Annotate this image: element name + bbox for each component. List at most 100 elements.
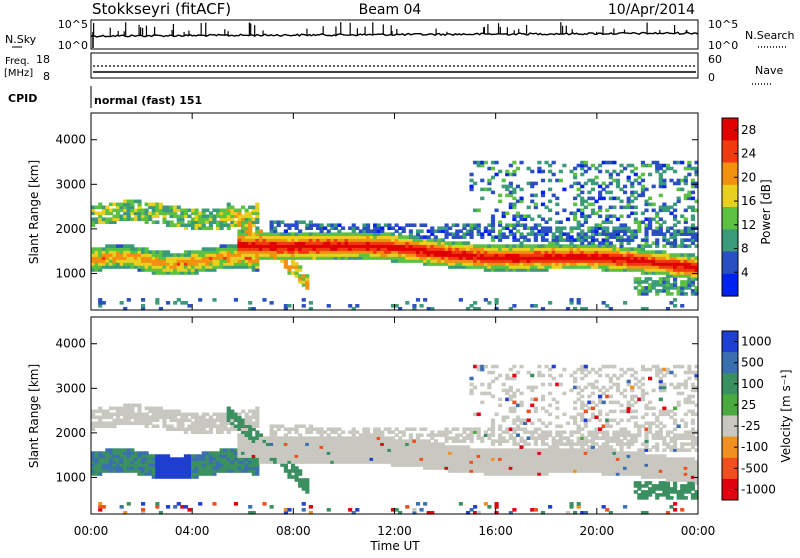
- power-cell: [405, 235, 409, 239]
- power-cell: [270, 301, 274, 305]
- velocity-cell: [562, 442, 566, 446]
- power-cell: [569, 170, 573, 174]
- velocity-cell: [145, 407, 149, 411]
- power-cell: [591, 188, 595, 192]
- power-cell: [684, 217, 688, 221]
- velocity-cell: [541, 421, 545, 425]
- power-cell: [609, 191, 613, 195]
- power-cell: [562, 226, 566, 230]
- velocity-cell: [569, 416, 573, 420]
- power-cell: [466, 229, 470, 233]
- velocity-cell: [105, 448, 109, 452]
- velocity-cell: [395, 427, 399, 431]
- power-cell: [441, 226, 445, 230]
- velocity-cell: [273, 430, 277, 434]
- velocity-cell: [616, 451, 620, 455]
- power-cell: [427, 235, 431, 239]
- power-cell: [109, 217, 113, 221]
- power-cell: [609, 220, 613, 224]
- velocity-cell: [230, 410, 234, 414]
- power-cell: [541, 244, 545, 248]
- power-cell: [516, 220, 520, 224]
- power-cell: [112, 244, 116, 248]
- velocity-cell: [487, 383, 491, 387]
- power-cell: [487, 179, 491, 183]
- velocity-cell: [187, 454, 191, 458]
- power-cell: [652, 241, 656, 245]
- velocity-cell: [91, 451, 95, 455]
- velocity-cell: [494, 448, 498, 452]
- velocity-cell: [569, 502, 573, 506]
- velocity-cell: [594, 427, 598, 431]
- velocity-cell: [395, 508, 399, 512]
- velocity-cell: [534, 508, 538, 512]
- power-cell: [109, 244, 113, 248]
- power-cell: [648, 203, 652, 207]
- power-cell: [662, 164, 666, 168]
- power-cell: [594, 167, 598, 171]
- velocity-cell: [519, 365, 523, 369]
- power-cell: [419, 223, 423, 227]
- velocity-cell: [512, 508, 516, 512]
- power-cell: [473, 209, 477, 213]
- velocity-cell: [569, 430, 573, 434]
- velocity-cell: [569, 439, 573, 443]
- velocity-cell: [494, 365, 498, 369]
- power-cell: [95, 206, 99, 210]
- power-cell: [198, 250, 202, 254]
- velocity-cell: [448, 436, 452, 440]
- velocity-cell: [509, 395, 513, 399]
- power-cell: [659, 250, 663, 254]
- power-cell: [648, 250, 652, 254]
- velocity-cell: [455, 427, 459, 431]
- velocity-cell: [395, 439, 399, 443]
- power-cell: [527, 182, 531, 186]
- power-cell: [487, 223, 491, 227]
- power-cell: [641, 220, 645, 224]
- power-cell: [669, 292, 673, 296]
- velocity-cell: [416, 433, 420, 437]
- power-cell: [509, 182, 513, 186]
- velocity-cell: [266, 436, 270, 440]
- velocity-cell: [187, 424, 191, 428]
- power-cell: [416, 298, 420, 302]
- velocity-cell: [523, 439, 527, 443]
- power-cell: [655, 289, 659, 293]
- power-cell: [234, 209, 238, 213]
- power-cell: [412, 304, 416, 308]
- power-cell: [198, 212, 202, 216]
- power-colorbar-swatch: [722, 252, 738, 275]
- velocity-cell: [523, 448, 527, 452]
- velocity-cell: [548, 404, 552, 408]
- power-cell: [619, 188, 623, 192]
- power-cell: [616, 247, 620, 251]
- velocity-cell: [534, 407, 538, 411]
- power-cell: [462, 223, 466, 227]
- velocity-cell: [444, 427, 448, 431]
- power-cell: [498, 229, 502, 233]
- power-cell: [634, 167, 638, 171]
- power-cell: [484, 298, 488, 302]
- power-cell: [209, 247, 213, 251]
- velocity-cell: [584, 404, 588, 408]
- power-cell: [287, 265, 291, 269]
- power-cell: [516, 185, 520, 189]
- power-cell: [248, 301, 252, 305]
- velocity-cell: [287, 508, 291, 512]
- power-cell: [245, 209, 249, 213]
- power-cell: [541, 179, 545, 183]
- power-cell: [487, 301, 491, 305]
- velocity-cell: [180, 505, 184, 509]
- velocity-cell: [541, 430, 545, 434]
- power-cell: [669, 167, 673, 171]
- velocity-cell: [191, 421, 195, 425]
- power-cell: [566, 244, 570, 248]
- power-cell: [337, 223, 341, 227]
- power-cell: [634, 173, 638, 177]
- power-cell: [487, 229, 491, 233]
- velocity-cell: [173, 410, 177, 414]
- power-cell: [548, 170, 552, 174]
- velocity-cell: [191, 454, 195, 458]
- velocity-cell: [112, 418, 116, 422]
- velocity-cell: [516, 433, 520, 437]
